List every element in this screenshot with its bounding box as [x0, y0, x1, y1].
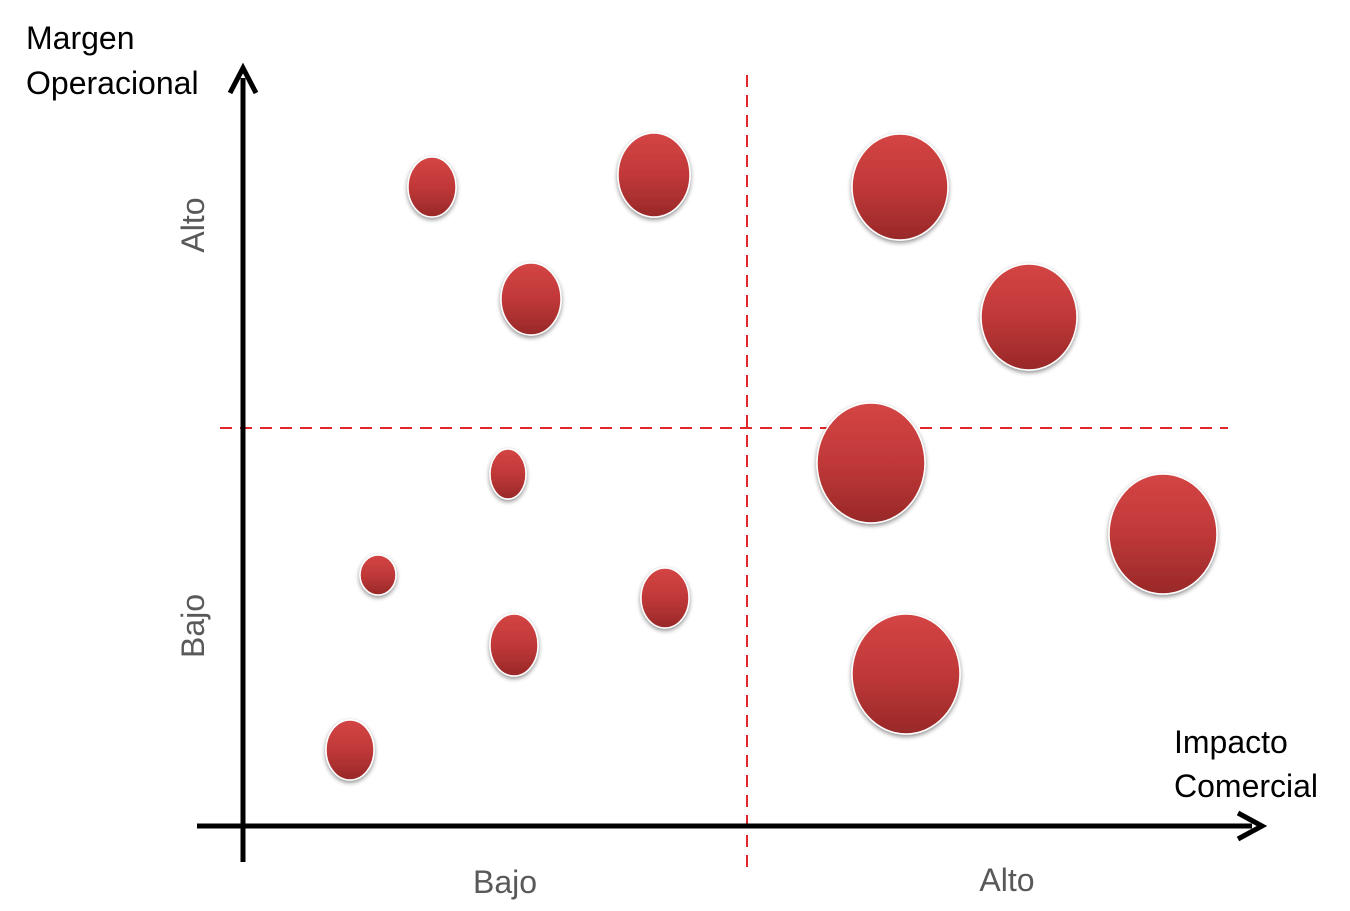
- y-axis: [227, 62, 259, 862]
- bubble: [500, 262, 562, 336]
- y-axis-arrowhead: [227, 62, 259, 95]
- y-axis-title-line1: Margen: [26, 20, 135, 56]
- bubble: [851, 133, 949, 241]
- bubble: [1108, 473, 1218, 595]
- bubble: [325, 719, 375, 781]
- y-tick-low: Bajo: [175, 594, 211, 658]
- x-axis: [197, 810, 1268, 842]
- bubble: [489, 613, 539, 677]
- bubble: [617, 132, 691, 218]
- bubble: [980, 263, 1078, 371]
- y-axis-title-line2: Operacional: [26, 65, 199, 101]
- bubble: [359, 554, 397, 596]
- bubble: [489, 448, 527, 500]
- x-tick-low: Bajo: [473, 864, 537, 900]
- bubbles: [325, 132, 1218, 781]
- bubble: [851, 613, 961, 735]
- x-tick-high: Alto: [979, 862, 1034, 898]
- bubble: [407, 156, 457, 218]
- y-tick-high: Alto: [175, 197, 211, 252]
- bubble: [640, 567, 690, 629]
- bubble: [816, 402, 926, 524]
- x-axis-title-line1: Impacto: [1174, 724, 1288, 760]
- x-axis-title-line2: Comercial: [1174, 768, 1318, 804]
- x-axis-arrowhead: [1236, 810, 1268, 842]
